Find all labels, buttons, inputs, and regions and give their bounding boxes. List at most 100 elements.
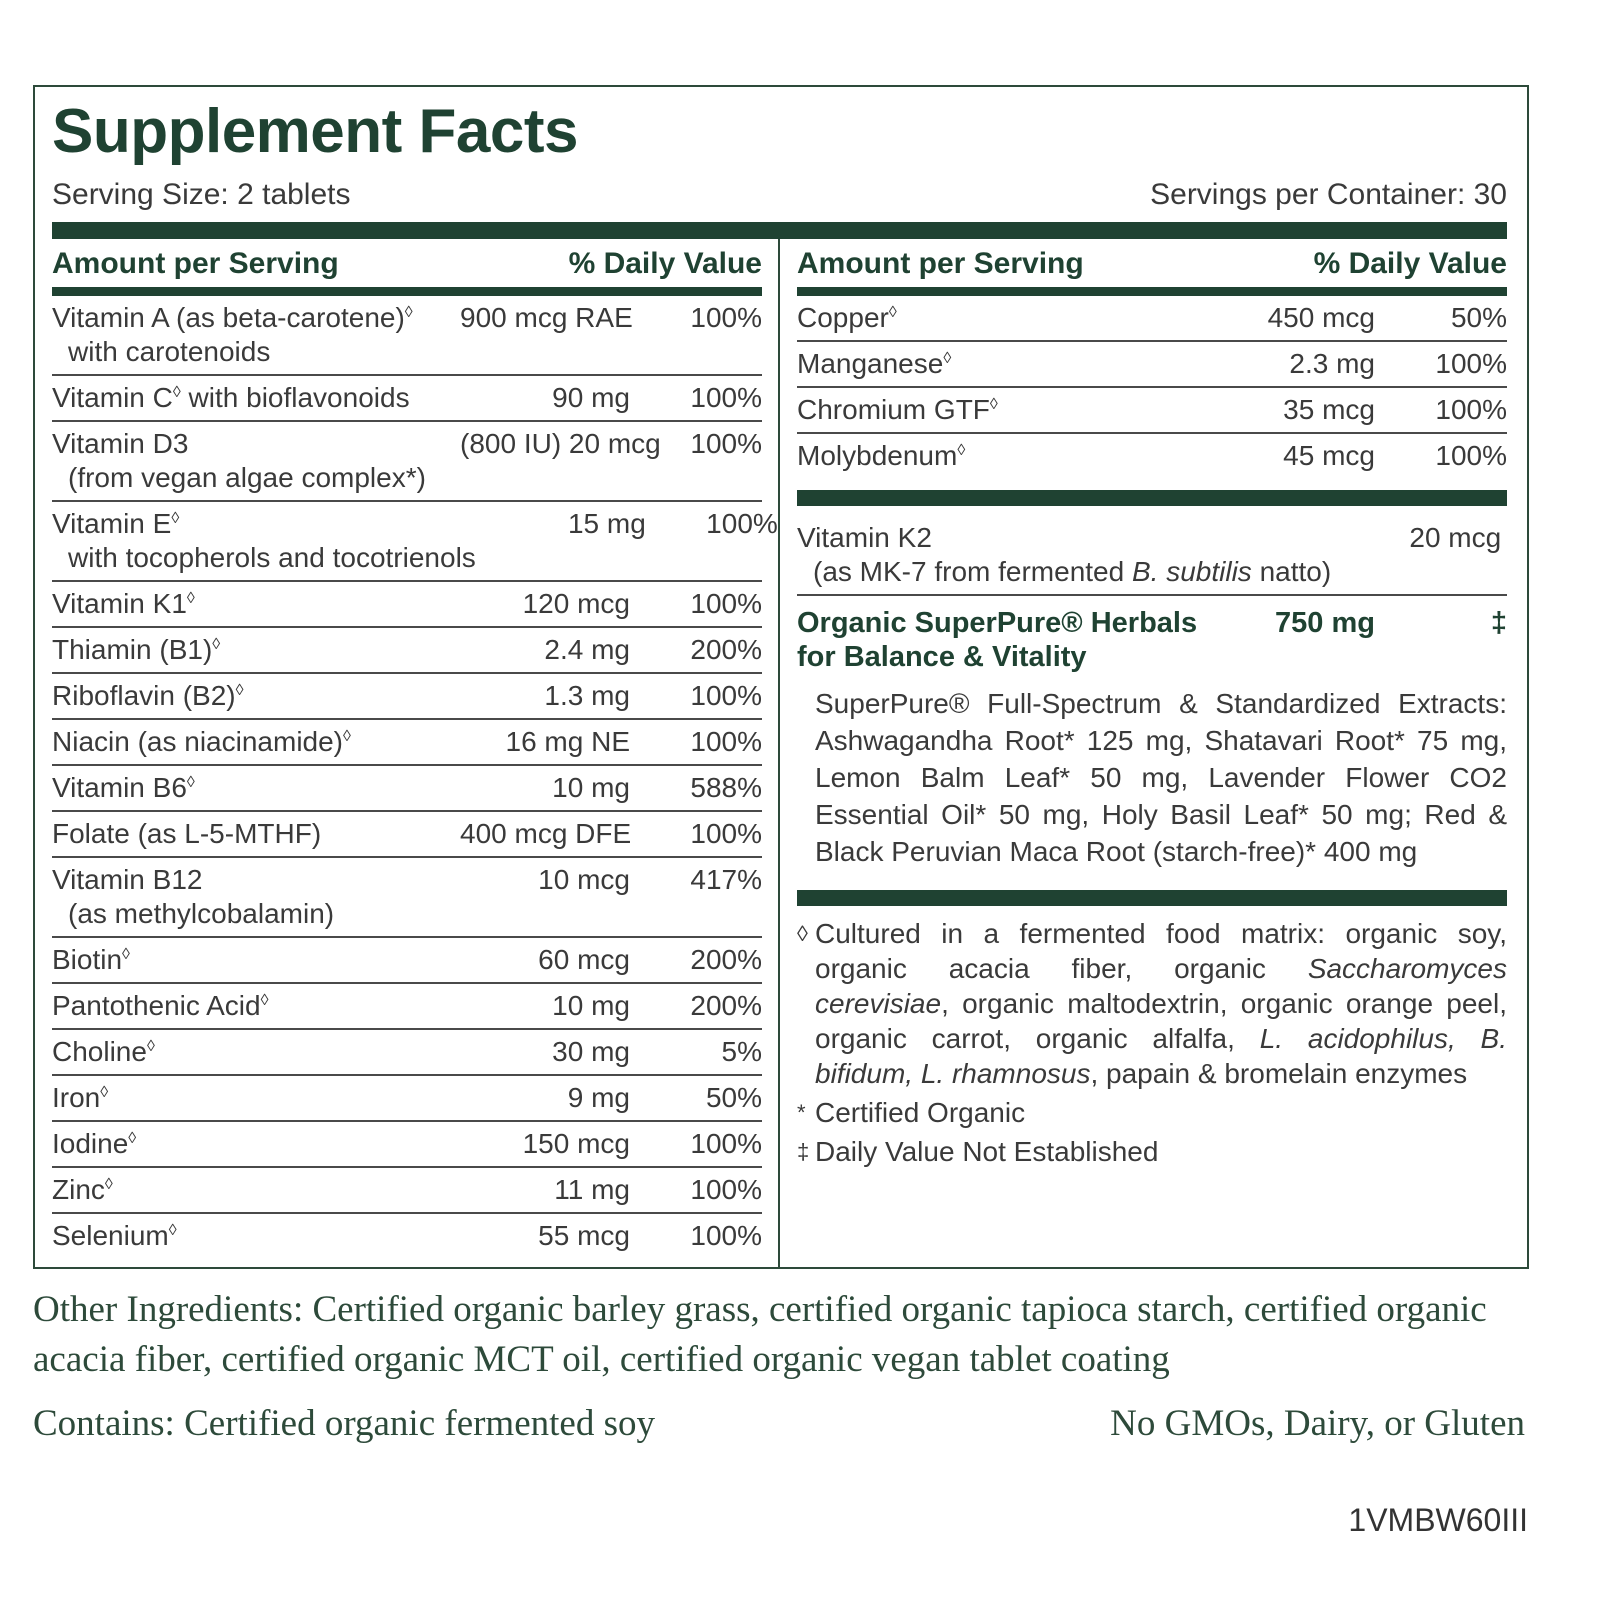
footnote-text: Certified Organic	[815, 1095, 1507, 1130]
heavy-rule	[797, 890, 1507, 906]
nutrient-name-cell: Manganese◊	[797, 347, 1205, 381]
amount: 10 mg	[552, 772, 630, 803]
daily-value: 100%	[690, 1174, 762, 1205]
footnote-mark: ◊	[260, 992, 269, 1009]
nutrient-name: Thiamin (B1)	[52, 634, 213, 665]
footnote-symbol: ◊	[797, 921, 808, 946]
nutrient-row: Copper◊ 450 mcg 50%	[797, 296, 1507, 342]
text: Certified Organic	[815, 1097, 1026, 1128]
footnote-mark: ◊	[989, 396, 998, 413]
header-dv: % Daily Value	[1313, 247, 1507, 280]
nutrient-name-cell: Vitamin B12 (as methylcobalamin)	[52, 863, 460, 931]
amount: 120 mcg	[522, 588, 630, 619]
daily-value: 200%	[690, 990, 762, 1021]
amount: 10 mcg	[538, 864, 630, 895]
nutrient-name-cell: Vitamin A (as beta-carotene)◊ with carote…	[52, 301, 460, 369]
amount: 15 mg	[567, 508, 646, 539]
nutrient-row: Folate (as L-5-MTHF) 400 mcg DFE 100%	[52, 812, 762, 858]
heavy-rule	[52, 222, 1507, 239]
other-ingredients: Other Ingredients: Certified organic bar…	[33, 1289, 1487, 1380]
footnote-mark: ◊	[343, 728, 351, 745]
daily-value: 417%	[690, 864, 762, 895]
daily-value: 100%	[690, 680, 762, 711]
nutrient-name: Choline	[52, 1036, 147, 1067]
footnote-mark: ◊	[235, 682, 244, 699]
amount: 55 mcg	[538, 1220, 630, 1251]
footnote-symbol: ‡	[797, 1139, 810, 1164]
daily-value: 588%	[690, 772, 762, 803]
nutrient-name-cell: Biotin◊	[52, 943, 460, 977]
nutrient-name: Iron	[52, 1082, 101, 1113]
daily-value: 100%	[690, 1128, 762, 1159]
nutrient-row: Iron◊ 9 mg 50%	[52, 1076, 762, 1122]
nutrient-name: Folate (as L-5-MTHF)	[52, 818, 322, 849]
nutrient-name-cell: Copper◊	[797, 301, 1205, 335]
nutrient-row: Vitamin K1◊ 120 mcg 100%	[52, 582, 762, 628]
amount: 750 mg	[1275, 607, 1375, 639]
amount: 45 mcg	[1283, 440, 1375, 471]
daily-value: 100%	[690, 428, 762, 459]
nutrient-name: Pantothenic Acid	[52, 990, 261, 1021]
footnote-symbol: *	[797, 1100, 806, 1125]
footnote-mark: ◊	[128, 1130, 137, 1147]
footnote-mark: ◊	[168, 1222, 177, 1239]
nutrient-name: Vitamin K2	[797, 522, 932, 553]
footnote-mark: ◊	[104, 1176, 113, 1193]
daily-value: 100%	[690, 382, 762, 413]
nutrient-name: Vitamin B12	[52, 864, 203, 895]
daily-value: 200%	[690, 634, 762, 665]
nutrient-row: Chromium GTF◊ 35 mcg 100%	[797, 388, 1507, 434]
nutrient-name-cell: Zinc◊	[52, 1173, 460, 1207]
nutrient-row: Pantothenic Acid◊ 10 mg 200%	[52, 984, 762, 1030]
text: Cultured in a fermented food matrix: org…	[815, 918, 1507, 984]
product-code: 1VMBW60III	[1348, 1502, 1528, 1538]
footnote-text: Daily Value Not Established	[815, 1134, 1507, 1169]
amount: (800 IU) 20 mcg	[460, 428, 661, 459]
nutrient-name-cell: Chromium GTF◊	[797, 393, 1205, 427]
daily-value: 100%	[690, 1220, 762, 1251]
nutrient-name-cell: Iron◊	[52, 1081, 460, 1115]
nutrient-row: Vitamin C◊ with bioflavonoids 90 mg 100%	[52, 376, 762, 422]
nutrient-name-cell: Vitamin C◊ with bioflavonoids	[52, 381, 460, 415]
daily-value: 100%	[1435, 440, 1507, 471]
nutrient-name-cell: Vitamin D3 (from vegan algae complex*)	[52, 427, 460, 495]
text: with tocopherols and tocotrienols	[68, 542, 476, 573]
amount: 20 mcg	[1409, 522, 1502, 553]
nutrient-name: Organic SuperPure® Herbals for Balance &…	[797, 607, 1198, 673]
nutrient-row: Vitamin B6◊ 10 mg 588%	[52, 766, 762, 812]
label-frame	[33, 85, 1529, 1269]
footnote: ◊ Cultured in a fermented food matrix: or…	[797, 916, 1507, 1091]
nutrient-row: Biotin◊ 60 mcg 200%	[52, 938, 762, 984]
amount: 2.3 mg	[1289, 348, 1375, 379]
nutrient-name-cell: Riboflavin (B2)◊	[52, 679, 460, 713]
nutrient-name: Vitamin C	[52, 382, 173, 413]
nutrient-name: Vitamin B6	[52, 772, 187, 803]
nutrient-row: Niacin (as niacinamide)◊ 16 mg NE 100%	[52, 720, 762, 766]
header-amount: Amount per Serving	[52, 247, 339, 280]
column-header: Amount per Serving % Daily Value	[797, 239, 1507, 296]
daily-value: 100%	[1435, 394, 1507, 425]
nutrient-note: (as methylcobalamin)	[52, 897, 460, 931]
nutrient-row: Molybdenum◊ 45 mcg 100%	[797, 434, 1507, 478]
servings-per-container: Servings per Container: 30	[1150, 178, 1507, 211]
footnote-mark: ◊	[943, 350, 952, 367]
amount: 35 mcg	[1283, 394, 1375, 425]
footnote-mark: ◊	[957, 442, 966, 459]
header-amount: Amount per Serving	[797, 247, 1084, 280]
herbal-description: SuperPure® Full-Spectrum & Standardized …	[815, 688, 1507, 867]
amount: 10 mg	[552, 990, 630, 1021]
heavy-rule	[797, 490, 1507, 506]
nutrient-row: Iodine◊ 150 mcg 100%	[52, 1122, 762, 1168]
footnote-text: Cultured in a fermented food matrix: org…	[815, 916, 1507, 1091]
nutrient-name-cell: Organic SuperPure® Herbals for Balance &…	[797, 606, 1205, 674]
footnote-mark: ◊	[186, 590, 195, 607]
nutrient-name: Iodine	[52, 1128, 129, 1159]
nutrient-name-cell: Molybdenum◊	[797, 439, 1205, 473]
text: Saccharomyces cerevisiae	[815, 953, 1507, 1019]
nutrient-name: Vitamin D3	[52, 428, 189, 459]
nutrient-name-cell: Choline◊	[52, 1035, 460, 1069]
nutrient-row: Vitamin E◊ with tocopherols and tocotrien…	[52, 502, 778, 582]
amount: 2.4 mg	[544, 634, 630, 665]
amount: 16 mg NE	[505, 726, 631, 757]
